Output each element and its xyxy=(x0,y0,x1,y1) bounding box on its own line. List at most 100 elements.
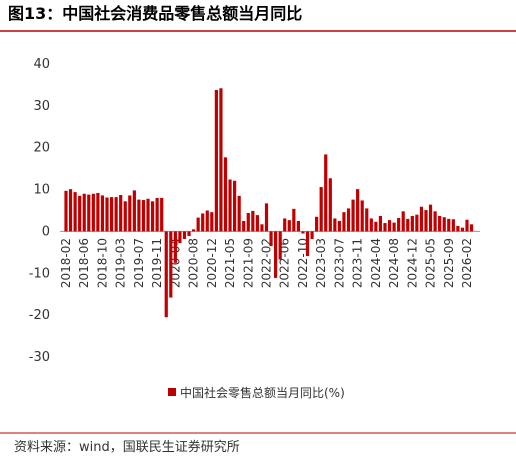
x-tick-label: 2024-12 xyxy=(405,238,419,288)
bar xyxy=(264,203,269,232)
bar xyxy=(214,89,218,232)
bar xyxy=(410,215,414,232)
x-tick-label: 2019-03 xyxy=(114,238,128,288)
bar xyxy=(442,217,446,232)
bar xyxy=(424,210,428,232)
bar xyxy=(378,215,383,232)
bar xyxy=(251,210,255,232)
y-tick-label: -10 xyxy=(29,266,50,281)
x-tick-label: 2018-06 xyxy=(77,238,91,288)
bar xyxy=(173,231,177,263)
bar xyxy=(196,217,200,232)
bar xyxy=(119,195,123,232)
bar xyxy=(346,208,351,232)
bar xyxy=(460,227,465,232)
x-tick-label: 2021-05 xyxy=(223,238,237,288)
x-tick-label: 2025-09 xyxy=(442,238,456,288)
bar xyxy=(210,212,214,232)
y-tick-label: -30 xyxy=(29,350,50,365)
bar xyxy=(233,180,237,232)
bar xyxy=(419,206,424,232)
bar xyxy=(387,220,392,232)
bar xyxy=(169,231,173,298)
legend-swatch xyxy=(168,388,176,396)
bar xyxy=(406,218,410,232)
y-tick-label: 40 xyxy=(33,57,50,72)
bar xyxy=(237,195,241,232)
bar xyxy=(219,88,223,232)
bar xyxy=(469,224,474,232)
x-tick-label: 2024-08 xyxy=(387,238,401,288)
bar xyxy=(310,231,314,239)
bar xyxy=(324,154,328,232)
bar xyxy=(132,190,136,232)
bar xyxy=(64,190,68,232)
bar xyxy=(401,211,405,232)
bar xyxy=(356,189,360,232)
x-tick-label: 2025-05 xyxy=(424,238,438,288)
bar xyxy=(91,193,95,232)
bar xyxy=(160,197,164,232)
bar xyxy=(301,231,305,234)
bar xyxy=(114,197,118,232)
bar xyxy=(109,197,114,232)
bar xyxy=(369,218,373,232)
bar xyxy=(87,194,91,232)
bar xyxy=(246,213,250,232)
bar xyxy=(415,214,419,232)
bar xyxy=(155,197,159,232)
bar xyxy=(283,218,287,232)
bar xyxy=(296,220,300,232)
y-tick-label: 20 xyxy=(33,141,50,156)
bar xyxy=(191,229,196,232)
bar xyxy=(78,195,82,232)
bar xyxy=(223,157,228,232)
x-tick-label: 2018-10 xyxy=(95,238,109,288)
bar xyxy=(255,215,259,232)
source: 资料来源：wind，国联民生证券研究所 xyxy=(14,439,240,455)
y-tick-label: 10 xyxy=(33,183,50,198)
x-tick-label: 2019-07 xyxy=(132,238,146,288)
bar xyxy=(73,192,77,232)
bar xyxy=(128,195,132,232)
bar xyxy=(342,212,346,232)
bar xyxy=(141,200,146,232)
x-tick-label: 2020-12 xyxy=(205,238,219,288)
bar xyxy=(319,187,323,232)
bar xyxy=(269,231,273,247)
bar xyxy=(383,223,387,232)
bar xyxy=(328,178,332,232)
y-tick-label: 0 xyxy=(42,224,50,239)
bar xyxy=(456,225,460,232)
bar xyxy=(305,231,310,257)
x-tick-label: 2024-04 xyxy=(369,238,383,288)
bar xyxy=(360,200,364,232)
bar xyxy=(315,216,319,232)
bar xyxy=(96,192,100,232)
bar xyxy=(374,221,378,232)
bar xyxy=(100,195,105,232)
x-tick-label: 2023-03 xyxy=(314,238,328,288)
bar xyxy=(451,219,455,232)
bar xyxy=(187,231,191,237)
bar xyxy=(292,208,296,232)
bar xyxy=(182,231,187,239)
bar xyxy=(351,199,355,232)
x-tick-label: 2023-11 xyxy=(351,238,365,288)
bar xyxy=(242,220,246,232)
bar xyxy=(201,213,205,232)
x-tick-label: 2018-02 xyxy=(59,238,73,288)
bar xyxy=(278,231,282,260)
bar xyxy=(447,218,451,232)
bar xyxy=(287,220,291,232)
bar xyxy=(228,179,232,232)
bar xyxy=(150,201,155,232)
bar xyxy=(438,215,442,232)
bar xyxy=(146,198,150,232)
x-tick-label: 2021-09 xyxy=(241,238,255,288)
bar xyxy=(260,224,264,232)
bar xyxy=(137,199,141,232)
bar xyxy=(333,218,337,232)
bar xyxy=(337,220,342,232)
